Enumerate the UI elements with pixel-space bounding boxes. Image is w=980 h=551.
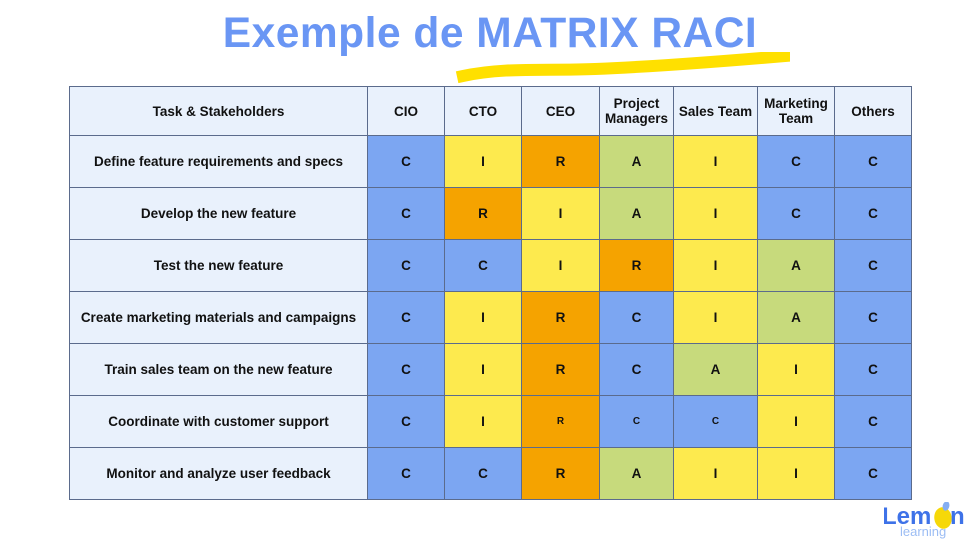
svg-text:learning: learning <box>900 524 946 539</box>
svg-text:n: n <box>950 503 965 530</box>
